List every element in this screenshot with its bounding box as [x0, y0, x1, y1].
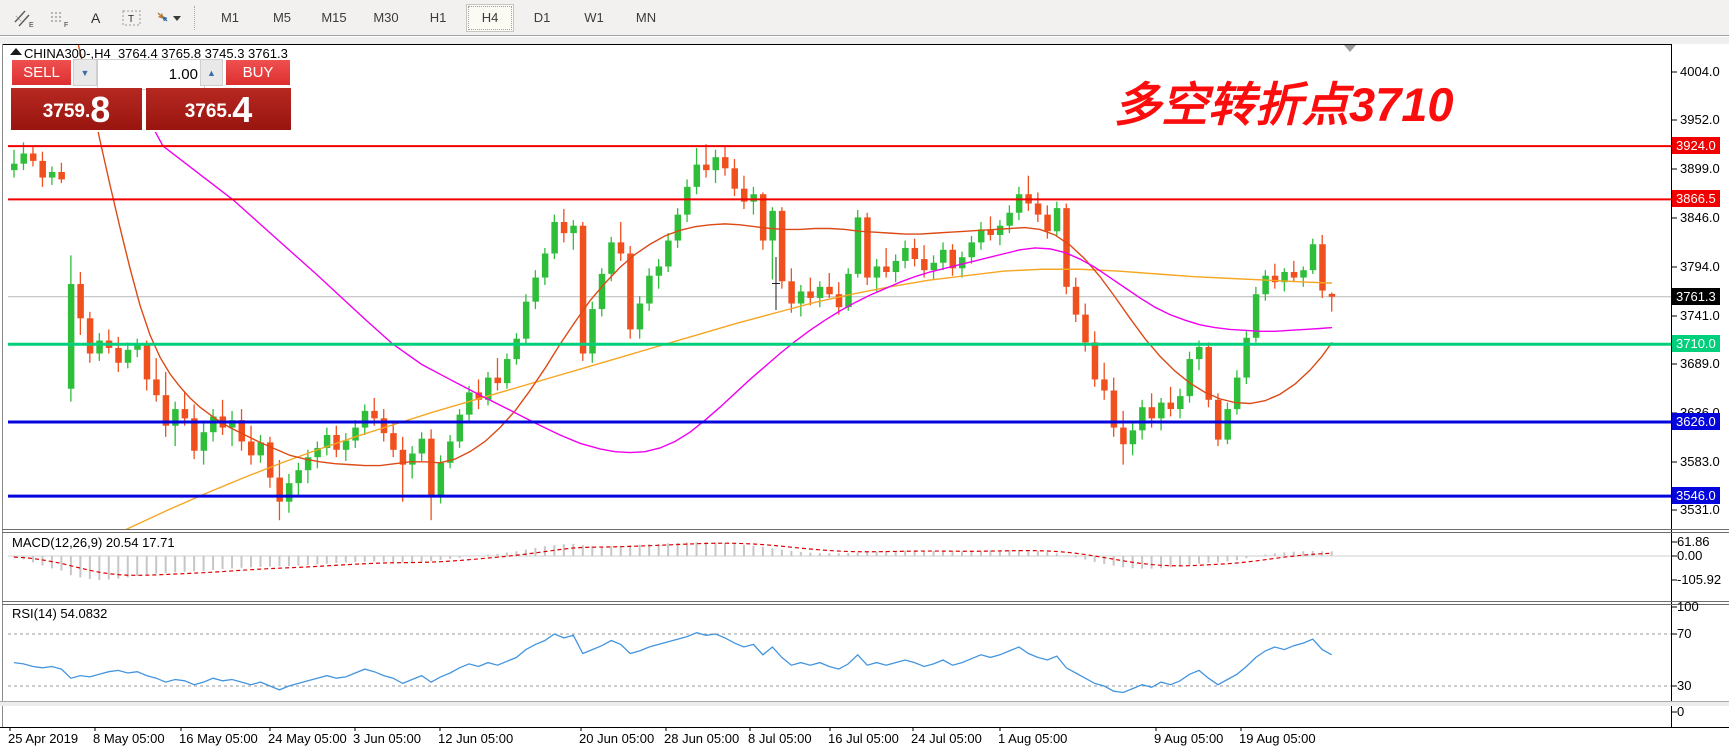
timeframe-button-h1[interactable]: H1 [429, 10, 447, 25]
svg-text:E: E [29, 22, 34, 28]
rsi-indicator-label: RSI(14) 54.0832 [12, 606, 108, 621]
time-tick-label: 9 Aug 05:00 [1154, 731, 1224, 746]
chart-symbol-header: CHINA300-,H4 3764.4 3765.8 3745.3 3761.3 [24, 46, 288, 61]
sell-price-button[interactable]: 3759. 8 [11, 88, 142, 130]
time-tick-label: 16 May 05:00 [179, 731, 258, 746]
main-chart-pane[interactable] [8, 44, 1671, 546]
macd-pane[interactable] [8, 542, 1671, 580]
sell-button[interactable]: SELL [11, 59, 72, 86]
time-tick-label: 24 Jul 05:00 [911, 731, 982, 746]
macd-tick-label: -105.92 [1677, 572, 1722, 587]
rsi-tick-label: 0 [1677, 704, 1685, 719]
price-level-label: 3924.0 [1672, 137, 1720, 154]
volume-decrease-button[interactable]: ▼ [73, 59, 97, 86]
time-tick-label: 16 Jul 05:00 [828, 731, 899, 746]
symbol-label: CHINA300-,H4 [24, 46, 111, 61]
svg-text:A: A [91, 10, 101, 26]
price-tick-label: 3741.0 [1680, 308, 1720, 323]
buy-price-big-digit: 4 [232, 89, 253, 130]
window-bottom-edge [0, 701, 1729, 706]
buy-price-button[interactable]: 3765. 4 [146, 88, 291, 130]
timeframe-button-m5[interactable]: M5 [272, 10, 292, 25]
time-tick-label: 3 Jun 05:00 [353, 731, 421, 746]
price-tick-label: 3794.0 [1680, 259, 1720, 274]
arrows-icon [157, 12, 181, 21]
collapse-panel-icon[interactable] [10, 48, 22, 55]
time-tick-label: 8 May 05:00 [93, 731, 165, 746]
price-level-label: 3626.0 [1672, 413, 1720, 430]
time-tick-label: 20 Jun 05:00 [579, 731, 655, 746]
text-box-icon: T [122, 10, 141, 25]
buy-button[interactable]: BUY [225, 59, 291, 86]
rsi-pane[interactable] [8, 632, 1671, 694]
text-label-icon: A [91, 10, 101, 26]
price-level-label: 3710.0 [1672, 335, 1720, 352]
equidistant-channel-tool[interactable]: E [8, 4, 40, 32]
fibonacci-tool[interactable]: F [44, 4, 76, 32]
timeframe-button-h4[interactable]: H4 [466, 3, 514, 32]
timeframe-button-w1[interactable]: W1 [584, 10, 604, 25]
timeframe-button-m30[interactable]: M30 [373, 10, 399, 25]
price-tick-label: 3689.0 [1680, 356, 1720, 371]
price-level-label: 3761.3 [1672, 288, 1720, 305]
rsi-line [13, 632, 1333, 694]
text-box-tool[interactable]: T [116, 4, 148, 32]
volume-input[interactable] [97, 59, 205, 90]
sell-price-big-digit: 8 [90, 89, 111, 130]
chart-annotation-text: 多空转折点3710 [1114, 78, 1454, 131]
ma-fast-line [77, 45, 1333, 467]
svg-text:F: F [64, 22, 68, 28]
macd-signal-line [13, 542, 1332, 576]
one-click-trade-panel: SELL ▼ ▲ BUY 3759.8 3765.4 [8, 59, 294, 132]
time-tick-label: 8 Jul 05:00 [748, 731, 812, 746]
macd-tick-label: 61.86 [1677, 534, 1710, 549]
time-tick-label: 19 Aug 05:00 [1239, 731, 1316, 746]
macd-tick-label: 0.00 [1677, 548, 1703, 563]
rsi-tick-label: 30 [1677, 678, 1692, 693]
ma-slow-line [125, 268, 1333, 529]
volume-increase-button[interactable]: ▲ [200, 59, 223, 86]
chart-shift-marker-icon[interactable] [1344, 45, 1356, 52]
fibonacci-icon: F [51, 12, 68, 28]
price-tick-label: 3952.0 [1680, 112, 1720, 127]
price-level-label: 3546.0 [1672, 487, 1720, 504]
ohlc-values: 3764.4 3765.8 3745.3 3761.3 [117, 46, 288, 61]
equidistant-channel-icon: E [14, 10, 34, 28]
time-tick-label: 1 Aug 05:00 [998, 731, 1068, 746]
candlesticks [11, 142, 1336, 521]
price-tick-label: 3899.0 [1680, 161, 1720, 176]
price-tick-label: 3846.0 [1680, 210, 1720, 225]
chart-canvas[interactable] [0, 44, 1729, 749]
rsi-tick-label: 100 [1677, 599, 1699, 614]
time-tick-label: 24 May 05:00 [268, 731, 347, 746]
timeframe-button-m1[interactable]: M1 [220, 10, 240, 25]
time-tick-label: 25 Apr 2019 [8, 731, 79, 746]
price-tick-label: 4004.0 [1680, 64, 1720, 79]
price-tick-label: 3531.0 [1680, 502, 1720, 517]
ma-mid-line [144, 112, 1333, 454]
toolbar-divider [194, 5, 196, 30]
toolbar: E F A T M1 M5 M15 M30 H1 H4 D1 W1 MN [0, 0, 1729, 36]
text-label-tool[interactable]: A [80, 4, 112, 32]
svg-text:T: T [128, 14, 134, 25]
rsi-tick-label: 70 [1677, 626, 1692, 641]
price-level-label: 3866.5 [1672, 190, 1720, 207]
macd-indicator-label: MACD(12,26,9) 20.54 17.71 [12, 535, 175, 550]
timeframe-button-d1[interactable]: D1 [533, 10, 551, 25]
sell-price: 3759. [42, 101, 91, 122]
chart-window: CHINA300-,H4 3764.4 3765.8 3745.3 3761.3… [0, 44, 1729, 746]
price-tick-label: 3583.0 [1680, 454, 1720, 469]
arrow-tools[interactable] [152, 4, 184, 32]
timeframe-button-mn[interactable]: MN [635, 10, 657, 25]
timeframe-button-m15[interactable]: M15 [321, 10, 347, 25]
time-tick-label: 28 Jun 05:00 [664, 731, 740, 746]
time-tick-label: 12 Jun 05:00 [438, 731, 514, 746]
buy-price: 3765. [184, 101, 233, 122]
